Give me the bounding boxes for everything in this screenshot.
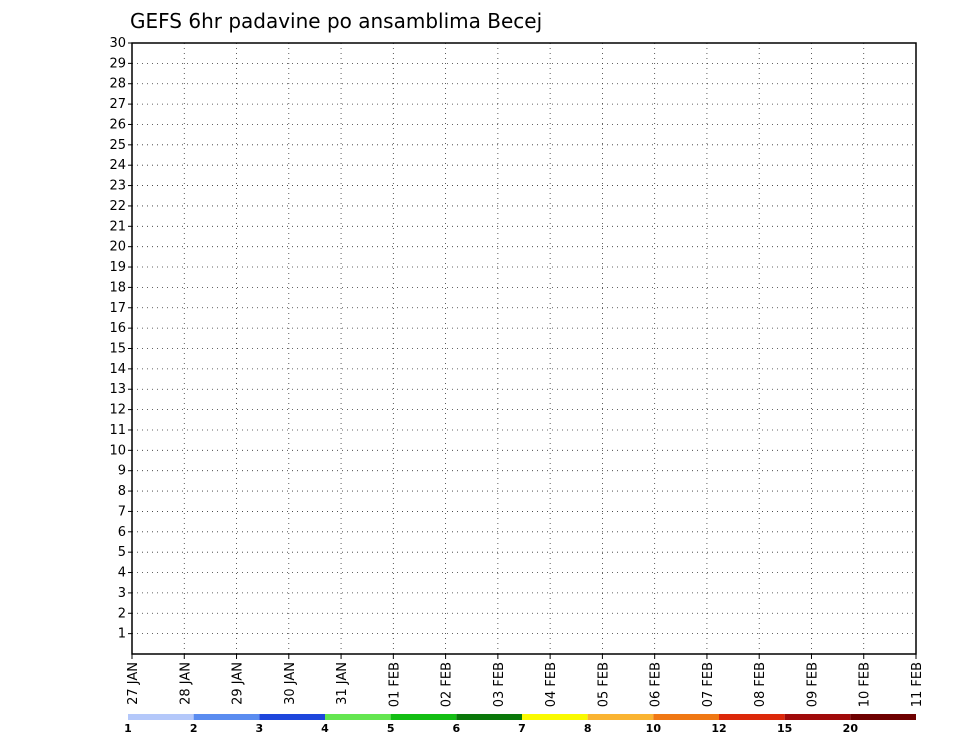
x-tick-label: 02 FEB [440,662,455,707]
colorbar-swatch [193,714,260,720]
y-tick-label: 14 [109,362,126,377]
y-tick-label: 12 [109,403,126,418]
colorbar-swatch [522,714,588,720]
y-tick-label: 19 [109,260,126,275]
y-tick-label: 16 [109,321,126,336]
colorbar-label: 7 [518,722,526,735]
colorbar-label: 5 [387,722,395,735]
y-tick-label: 9 [118,464,126,479]
y-tick-label: 5 [118,545,126,560]
y-tick-label: 7 [118,504,126,519]
x-tick-label: 31 JAN [335,662,350,705]
colorbar-swatch [587,714,654,720]
y-tick-label: 23 [109,179,126,194]
colorbar: 1 2 3 4 5 6 7 8 10 12 15 20 [124,714,916,735]
y-tick-label: 28 [109,77,126,92]
colorbar-swatch [390,714,457,720]
y-axis: 1234567891011121314151617181920212223242… [109,36,132,642]
y-tick-label: 29 [109,56,126,71]
y-tick-label: 2 [118,606,126,621]
x-tick-label: 03 FEB [492,662,507,707]
grid [132,42,916,654]
colorbar-label: 10 [646,722,662,735]
colorbar-swatch [784,714,851,720]
colorbar-label: 1 [124,722,132,735]
colorbar-label: 3 [256,722,264,735]
x-tick-label: 11 FEB [910,662,925,707]
y-tick-label: 20 [109,240,126,255]
colorbar-label: 15 [777,722,792,735]
chart-title: GEFS 6hr padavine po ansamblima Becej [130,9,542,33]
colorbar-swatch [653,714,719,720]
colorbar-label: 2 [190,722,198,735]
x-tick-label: 29 JAN [231,662,246,705]
y-tick-label: 1 [118,627,126,642]
colorbar-swatch [456,714,522,720]
colorbar-label: 4 [321,722,329,735]
colorbar-label: 8 [584,722,592,735]
x-tick-label: 04 FEB [544,662,559,707]
y-tick-label: 26 [109,117,126,132]
y-tick-label: 17 [109,301,126,316]
y-tick-label: 27 [109,97,126,112]
x-tick-label: 01 FEB [387,662,402,707]
x-axis: 27 JAN 28 JAN 29 JAN 30 JAN 31 JAN 01 FEB 02 F… [126,654,925,707]
y-tick-label: 3 [118,586,126,601]
y-tick-label: 11 [109,423,126,438]
y-tick-label: 8 [118,484,126,499]
x-tick-label: 07 FEB [701,662,716,707]
y-tick-label: 25 [109,138,126,153]
x-tick-label: 05 FEB [596,662,611,707]
y-tick-label: 30 [109,36,126,51]
y-tick-label: 10 [109,443,126,458]
x-tick-label: 10 FEB [858,662,873,707]
colorbar-swatch [259,714,325,720]
y-tick-label: 22 [109,199,126,214]
y-tick-label: 24 [109,158,126,173]
colorbar-label: 12 [711,722,726,735]
y-tick-label: 21 [109,219,126,234]
x-tick-label: 27 JAN [126,662,141,705]
x-tick-label: 28 JAN [178,662,193,705]
y-tick-label: 13 [109,382,126,397]
x-tick-label: 08 FEB [753,662,768,707]
y-tick-label: 4 [118,566,126,581]
x-tick-label: 30 JAN [283,662,298,705]
x-tick-label: 06 FEB [649,662,664,707]
colorbar-swatch [128,714,194,720]
y-tick-label: 6 [118,525,126,540]
colorbar-swatch [719,714,785,720]
y-tick-label: 18 [109,280,126,295]
x-tick-label: 09 FEB [805,662,820,707]
colorbar-label: 6 [453,722,461,735]
colorbar-label: 20 [843,722,859,735]
colorbar-swatch [325,714,391,720]
y-tick-label: 15 [109,342,126,357]
colorbar-swatch [850,714,916,720]
plot-frame [131,42,917,655]
